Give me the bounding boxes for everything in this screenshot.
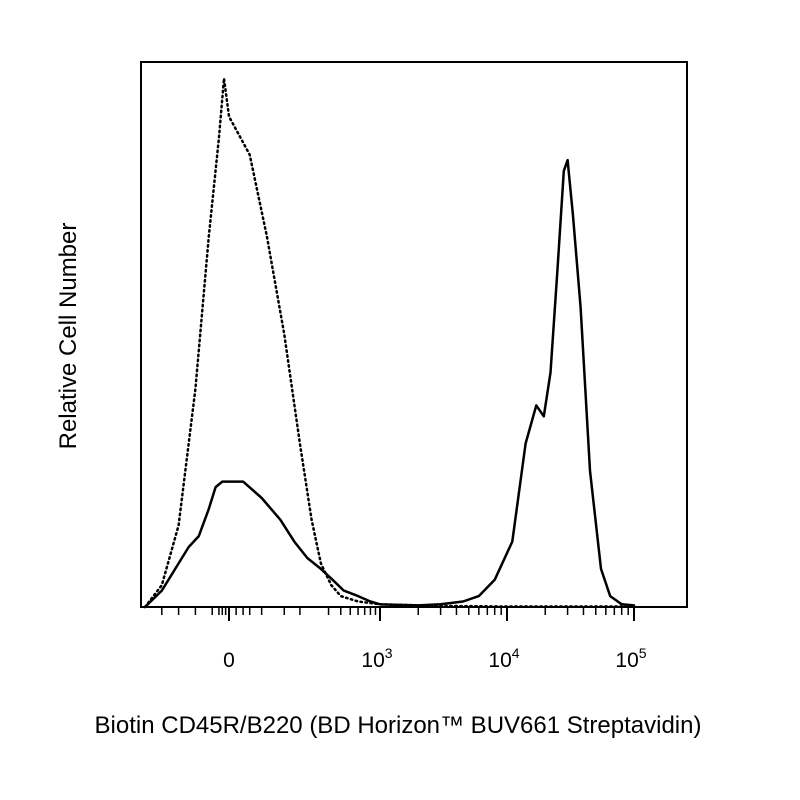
x-tick-labels: 0 103 104 105 [223, 645, 647, 672]
x-tick-label: 103 [361, 645, 392, 672]
series-layer [143, 77, 636, 609]
x-tick-label: 104 [488, 645, 519, 672]
plot-frame [140, 61, 688, 608]
x-axis-label: Biotin CD45R/B220 (BD Horizon™ BUV661 St… [95, 712, 702, 739]
x-axis-ticks [161, 607, 635, 621]
x-tick-label: 0 [223, 649, 235, 672]
x-tick-label: 105 [615, 645, 646, 672]
y-axis-label: Relative Cell Number [55, 223, 82, 450]
series-solid-curve [143, 158, 636, 609]
